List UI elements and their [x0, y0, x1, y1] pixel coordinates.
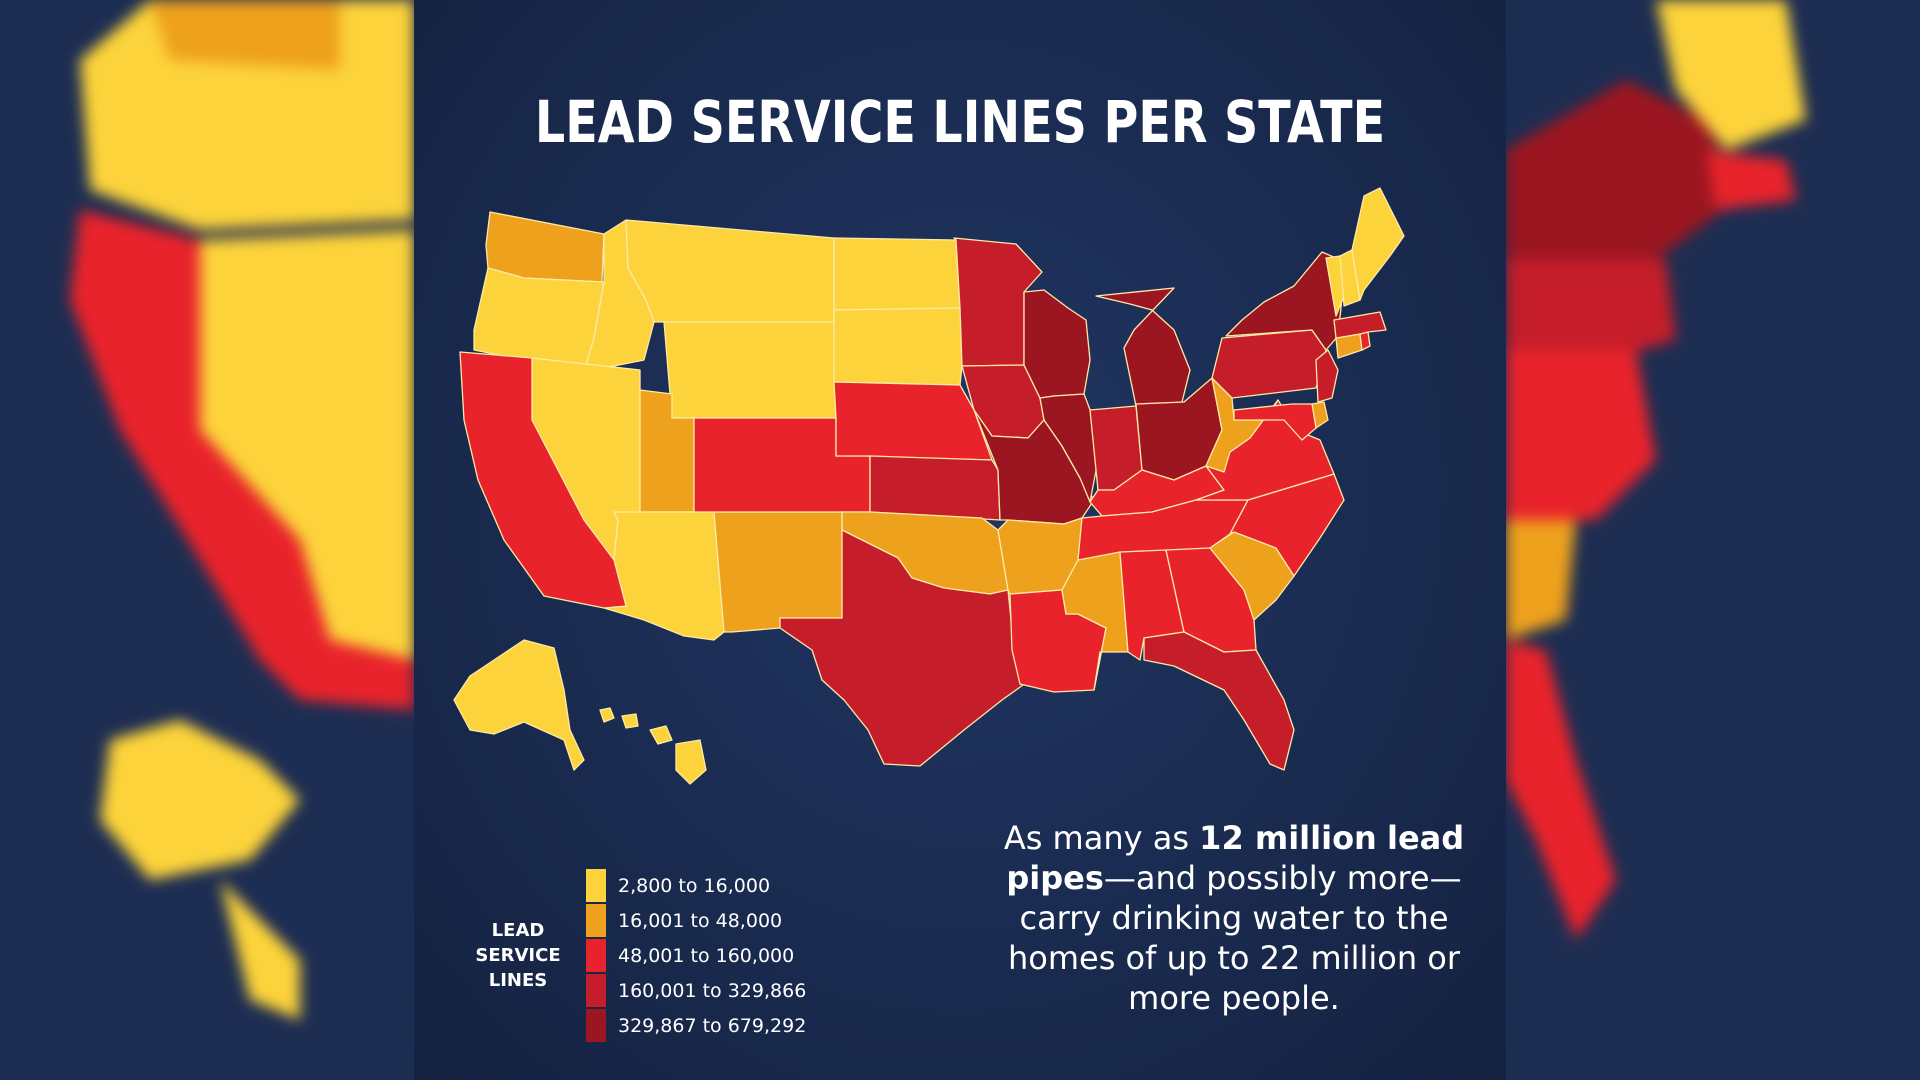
callout-text: As many as 12 million lead pipes—and pos…: [974, 818, 1494, 1018]
state-tx: [779, 529, 1031, 767]
legend-title-line-3: LINES: [488, 970, 548, 991]
legend-title-line-1: LEAD: [491, 920, 545, 941]
state-nd: [833, 237, 961, 311]
state-sd: [833, 307, 963, 386]
state-il: [1039, 393, 1099, 503]
state-ks: [869, 455, 1001, 521]
state-md: [1233, 403, 1317, 441]
state-nm: [713, 511, 843, 633]
legend-label: 160,001 to 329,866: [618, 979, 807, 1002]
callout-bold1: 12 million: [1199, 819, 1377, 857]
state-pa: [1211, 329, 1327, 399]
callout-part1: As many as: [1003, 819, 1200, 857]
state-wi: [1023, 289, 1091, 399]
state-ne: [833, 381, 993, 461]
state-ma: [1333, 311, 1387, 339]
callout-bold2: lead pipes: [1006, 819, 1465, 897]
legend: 2,800 to 16,000 16,001 to 48,000 48,001 …: [586, 868, 806, 1043]
state-fl: [1143, 631, 1295, 771]
legend-swatch: [586, 904, 606, 937]
state-wy: [663, 321, 837, 419]
legend-swatch: [586, 974, 606, 1007]
state-mt: [625, 219, 835, 323]
state-ak: [453, 639, 585, 771]
legend-label: 329,867 to 679,292: [618, 1014, 807, 1037]
state-hi: [599, 707, 707, 785]
state-mi: [1095, 287, 1191, 407]
legend-title-line-2: SERVICE: [475, 945, 561, 966]
callout-part2: —and possibly more—carry drinking water …: [1007, 859, 1462, 1017]
infographic-panel: LEAD SERVICE LINES PER STATE LEAD SERVIC…: [414, 0, 1506, 1080]
legend-label: 16,001 to 48,000: [618, 909, 783, 932]
legend-label: 48,001 to 160,000: [618, 944, 795, 967]
us-choropleth-map: [453, 187, 1405, 785]
blurred-background-left: [0, 0, 414, 1080]
state-me: [1351, 187, 1405, 301]
state-az: [603, 511, 725, 641]
state-ca: [459, 351, 627, 609]
legend-label: 2,800 to 16,000: [618, 874, 771, 897]
legend-title: LEAD SERVICE LINES: [468, 918, 568, 993]
legend-swatch: [586, 1009, 606, 1042]
legend-item: 160,001 to 329,866: [586, 973, 806, 1008]
state-wv: [1205, 377, 1279, 473]
state-wa: [485, 211, 605, 283]
state-ri: [1359, 331, 1371, 351]
legend-item: 16,001 to 48,000: [586, 903, 806, 938]
legend-item: 2,800 to 16,000: [586, 868, 806, 903]
state-nj: [1315, 349, 1339, 403]
legend-swatch: [586, 869, 606, 902]
legend-item: 329,867 to 679,292: [586, 1008, 806, 1043]
blurred-background-right: [1506, 0, 1920, 1080]
legend-swatch: [586, 939, 606, 972]
legend-item: 48,001 to 160,000: [586, 938, 806, 973]
map-title: LEAD SERVICE LINES PER STATE: [534, 88, 1386, 156]
